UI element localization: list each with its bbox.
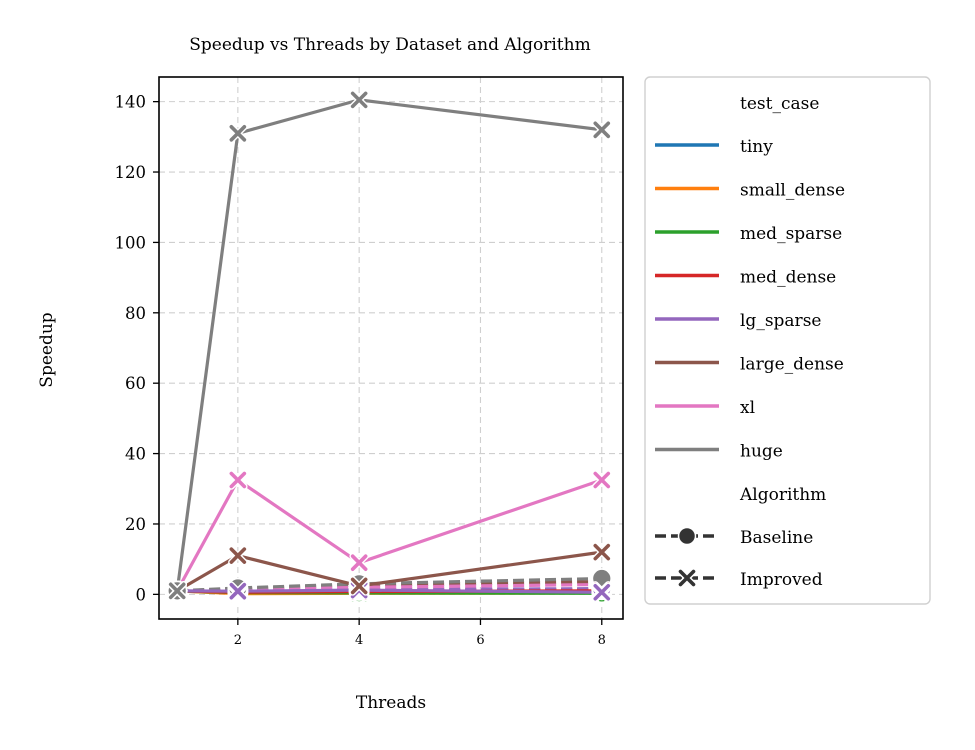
point-xl-improved <box>228 470 248 490</box>
marker-x-stroke <box>229 547 247 564</box>
y-axis-ticks: 0 20 40 60 80 100 120 140 <box>115 93 159 604</box>
marker-layer <box>166 90 613 604</box>
series-line-huge-improved <box>175 98 602 592</box>
marker-x-stroke <box>350 91 368 109</box>
legend-entry-large_dense: large_dense <box>740 355 844 375</box>
legend-entry-small_dense: small_dense <box>740 181 845 201</box>
legend-style-title: Algorithm <box>739 485 826 505</box>
point-large_dense-improved <box>228 545 248 566</box>
series-line-lg_sparse-improved <box>177 588 602 594</box>
point-lg_sparse-improved <box>228 581 248 601</box>
series-line-xl-improved <box>175 478 603 592</box>
marker-x-stroke <box>168 582 186 600</box>
legend-hue-title: test_case <box>740 94 819 114</box>
legend-entry-tiny: tiny <box>740 137 773 157</box>
x-axis-ticks: 2 4 6 8 <box>234 619 606 648</box>
legend-entry-med_sparse: med_sparse <box>740 224 842 244</box>
point-xl-improved <box>349 552 369 573</box>
x-tick-label: 6 <box>476 633 484 648</box>
legend-entry-lg_sparse: lg_sparse <box>740 311 821 331</box>
x-tick-label: 2 <box>234 633 242 648</box>
plot-frame <box>158 76 624 620</box>
y-tick-label: 100 <box>115 233 147 252</box>
y-axis-label: Speedup <box>37 312 57 387</box>
y-tick-label: 0 <box>136 585 147 604</box>
legend-frame <box>644 76 931 605</box>
y-tick-label: 120 <box>115 163 147 182</box>
marker-x-stroke <box>593 583 611 601</box>
legend-style-Improved: Improved <box>740 570 823 590</box>
series-line-large_dense-improved <box>176 550 602 593</box>
point-huge-improved <box>349 90 369 110</box>
y-tick-label: 80 <box>125 304 146 323</box>
x-tick-label: 4 <box>355 633 363 648</box>
marker-x-stroke <box>229 471 247 489</box>
marker-x-stroke <box>229 125 247 142</box>
series-line-xl-baseline <box>177 582 602 593</box>
marker-x-stroke <box>593 543 611 561</box>
point-lg_sparse-improved <box>592 582 612 603</box>
marker-x-stroke <box>593 471 611 489</box>
marker-x-stroke <box>593 121 611 139</box>
legend-entry-xl: xl <box>740 398 755 418</box>
x-tick-label: 8 <box>598 633 606 648</box>
point-large_dense-improved <box>592 542 612 562</box>
marker-x-stroke <box>229 582 247 600</box>
marker-x-stroke <box>350 554 368 571</box>
marker-x-stroke <box>350 577 368 595</box>
legend-x-marker <box>677 568 697 588</box>
legend-circle-marker <box>677 526 697 546</box>
point-large_dense-improved <box>349 576 369 596</box>
y-tick-label: 20 <box>125 515 146 534</box>
y-tick-label: 140 <box>115 93 147 112</box>
legend-entry-huge: huge <box>740 442 783 462</box>
series-layer <box>175 98 603 596</box>
y-tick-label: 60 <box>125 374 146 393</box>
point-xl-improved <box>592 470 612 490</box>
chart-title: Speedup vs Threads by Dataset and Algori… <box>189 35 590 55</box>
legend-style-Baseline: Baseline <box>740 528 813 548</box>
point-huge-improved <box>167 581 187 601</box>
series-line-huge-baseline <box>177 576 602 593</box>
marker-x-stroke <box>678 569 696 587</box>
y-tick-label: 40 <box>125 445 146 464</box>
point-huge-improved <box>228 123 248 144</box>
point-huge-improved <box>592 120 612 140</box>
legend-entry-med_dense: med_dense <box>740 268 836 288</box>
x-axis-label: Threads <box>356 693 426 713</box>
grid <box>159 77 623 619</box>
legend: test_case tiny small_dense med_sparse med_d… <box>644 76 931 605</box>
